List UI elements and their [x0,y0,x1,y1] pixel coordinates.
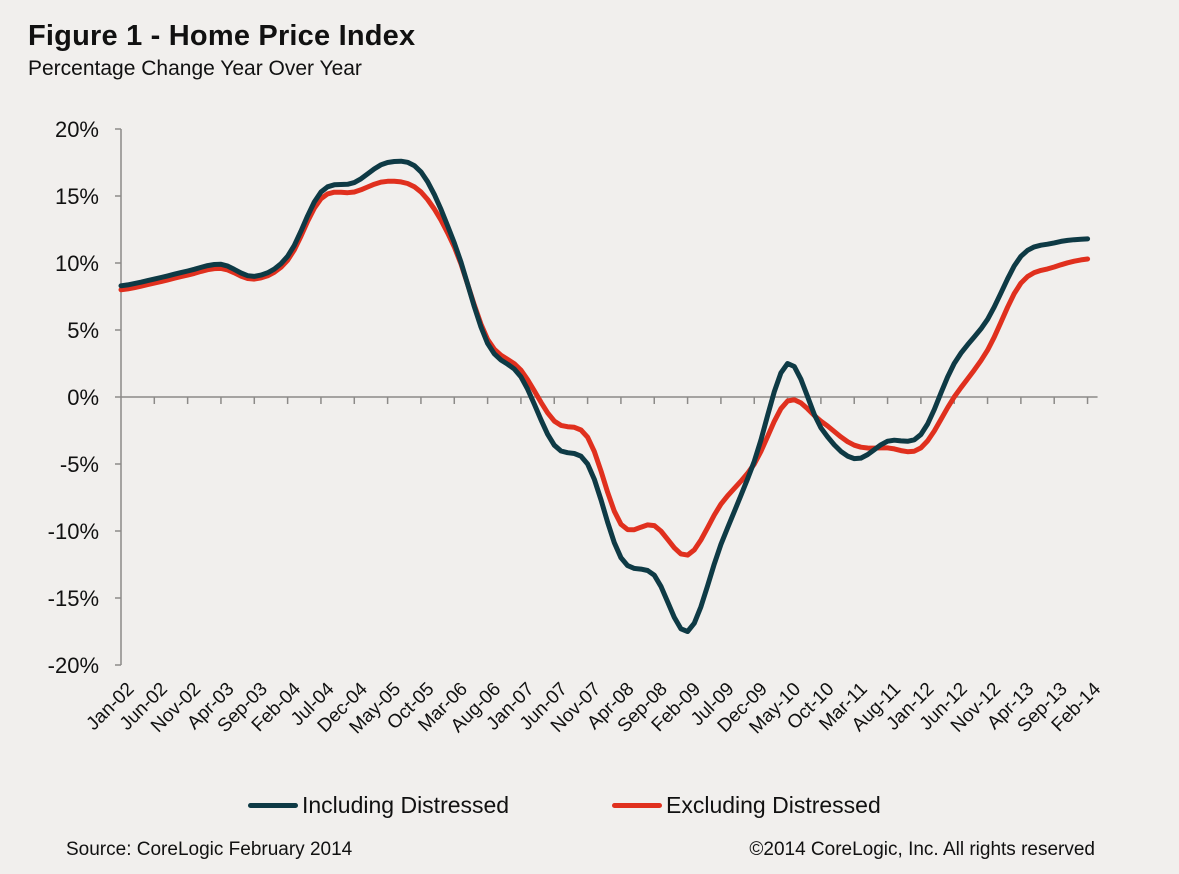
x-axis: Jan-02Jun-02Nov-02Apr-03Sep-03Feb-04Jul-… [83,396,1105,738]
series-line-including-distressed [118,158,1091,634]
y-axis: 20% 15% 10% 5% 0% -5% -10% -15% -20% [48,117,122,678]
y-tick-label: -10% [48,519,99,544]
y-tick-label: 5% [67,318,99,343]
y-tick-label: -20% [48,653,99,678]
legend-item-including: Including Distressed [248,792,509,819]
copyright-note: ©2014 CoreLogic, Inc. All rights reserve… [749,839,1095,860]
legend-label-including: Including Distressed [302,792,510,818]
chart-title: Figure 1 - Home Price Index [28,20,416,52]
y-tick-label: -5% [60,452,99,477]
y-tick-label: 0% [67,385,99,410]
legend-label-excluding: Excluding Distressed [666,792,881,818]
y-tick-label: 15% [55,184,99,209]
source-note: Source: CoreLogic February 2014 [66,839,353,860]
y-tick-label: 20% [55,117,99,142]
series-group [118,158,1091,634]
chart-subtitle: Percentage Change Year Over Year [28,57,362,80]
legend: Including Distressed Excluding Distresse… [0,792,1179,826]
legend-swatch-including [248,803,298,808]
y-tick-label: 10% [55,251,99,276]
series-line-excluding-distressed [118,178,1091,558]
legend-swatch-excluding [612,803,662,808]
legend-item-excluding: Excluding Distressed [612,792,881,819]
y-tick-label: -15% [48,586,99,611]
